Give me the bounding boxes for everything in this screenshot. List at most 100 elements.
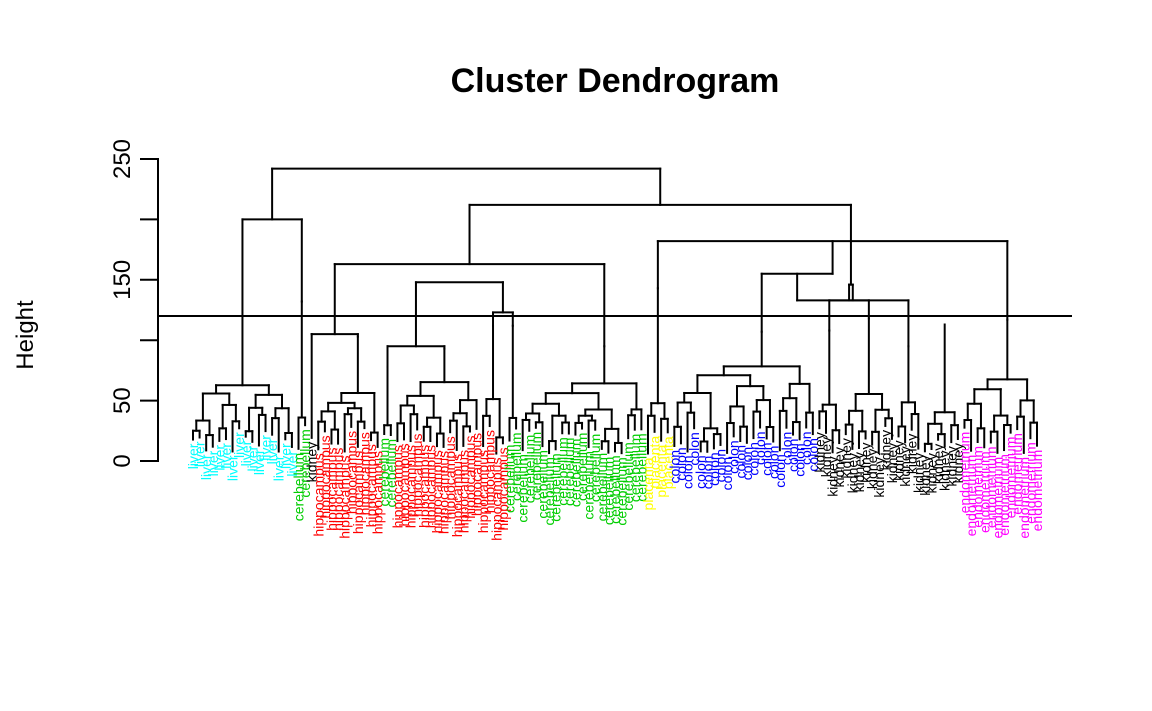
leaf-label: endometrium [1022, 442, 1038, 524]
leaf-label: hippocampus [323, 448, 339, 531]
leaf-label: hippocampus [416, 445, 432, 528]
leaf-label: cerebellum [561, 438, 577, 506]
leaf-label: colon [686, 432, 702, 465]
leaf-label: kidney [825, 456, 841, 496]
leaf-label: endometrium [996, 454, 1012, 536]
leaf-label: colon [778, 432, 794, 465]
leaf-label: colon [798, 431, 814, 464]
leaf-label: placenta [660, 436, 676, 489]
y-axis: 0 50 150 250 [109, 139, 159, 468]
leaf-label: colon [699, 456, 715, 489]
leaf-label: colon [693, 455, 709, 488]
leaf-label: cerebellum [383, 439, 399, 507]
leaf-label: hippocampus [343, 431, 359, 514]
leaf-label: cerebellum [600, 457, 616, 525]
leaf-label: colon [765, 446, 781, 479]
leaf-label: cerebellum [541, 457, 557, 525]
leaf-label: cerebellum [515, 454, 531, 522]
leaf-label: hippocampus [442, 436, 458, 519]
leaf-label: colon [739, 447, 755, 480]
leaf-label: cerebellum [614, 457, 630, 525]
leaf-label: cerebellum [502, 445, 518, 513]
leaf-label: liver [218, 443, 234, 469]
leaf-label: kidney [851, 452, 867, 492]
leaf-label: colon [719, 457, 735, 490]
leaf-label: hippocampus [363, 444, 379, 527]
leaf-label: hippocampus [455, 450, 471, 533]
leaf-label: endometrium [1009, 433, 1025, 515]
leaf-label: cerebellum [620, 442, 636, 510]
leaf-label: hippocampus [337, 455, 353, 538]
leaf-label: colon [713, 449, 729, 482]
leaf-label: kidney [858, 442, 874, 482]
leaf-label: liver [258, 435, 274, 461]
y-tick-label: 50 [109, 387, 136, 414]
y-axis-label: Height [12, 300, 39, 370]
leaf-label: colon [726, 440, 742, 473]
leaf-label: hippocampus [462, 436, 478, 519]
leaf-label: liver [277, 443, 293, 469]
leaf-label: placenta [640, 457, 656, 510]
y-tick-label: 0 [109, 454, 136, 467]
leaf-label: kidney [831, 447, 847, 487]
leaf-label: hippocampus [310, 453, 326, 536]
leaf-label: hippocampus [475, 450, 491, 533]
leaf-label: kidney [904, 434, 920, 474]
leaf-label: hippocampus [469, 433, 485, 516]
leaf-label: placenta [647, 436, 663, 489]
leaf-label: colon [745, 442, 761, 475]
leaf-label: liver [231, 432, 247, 458]
leaf-label: liver [198, 454, 214, 480]
leaf-label: hippocampus [396, 443, 412, 526]
leaf-label: cerebellum [567, 439, 583, 507]
dendrogram-tree [192, 167, 1038, 455]
leaf-label: hippocampus [449, 454, 465, 537]
leaf-label: liver [284, 451, 300, 477]
leaf-label: colon [792, 443, 808, 476]
leaf-label: colon [732, 445, 748, 478]
leaf-label: hippocampus [389, 445, 405, 528]
leaf-label: cerebellum [376, 438, 392, 506]
leaf-label: liver [271, 455, 287, 481]
leaf-label: endometrium [963, 455, 979, 537]
leaf-label: kidney [838, 438, 854, 478]
leaf-label: colon [673, 447, 689, 480]
leaf-label: cerebellum [633, 433, 649, 501]
leaf-label: colon [666, 450, 682, 483]
leaf-label: kidney [950, 443, 966, 483]
leaf-label: hippocampus [482, 430, 498, 513]
leaf-label: cerebellum [594, 453, 610, 521]
leaf-label: kidney [864, 449, 880, 489]
leaf-label: kidney [917, 455, 933, 495]
leaf-label: hippocampus [436, 451, 452, 534]
leaf-label: cerebellum [548, 453, 564, 521]
leaf-label: colon [759, 442, 775, 475]
leaf-label: endometrium [976, 451, 992, 533]
leaf-label: colon [752, 431, 768, 464]
leaf-label: colon [706, 452, 722, 485]
leaf-label: kidney [924, 453, 940, 493]
leaf-label: cerebellum [521, 435, 537, 503]
leaf-label: kidney [910, 453, 926, 493]
leaf-label: colon [680, 456, 696, 489]
leaf-label: hippocampus [488, 458, 504, 541]
leaf-label: endometrium [989, 457, 1005, 539]
leaf-label: liver [264, 438, 280, 464]
leaf-label: hippocampus [370, 451, 386, 534]
leaf-label: hippocampus [495, 447, 511, 530]
leaf-label: hippocampus [409, 433, 425, 516]
leaf-label: hippocampus [330, 448, 346, 531]
leaf-label: hippocampus [422, 445, 438, 528]
leaf-label: endometrium [1003, 437, 1019, 519]
chart-title: Cluster Dendrogram [451, 62, 780, 100]
y-tick-label: 250 [109, 139, 136, 179]
leaf-label: kidney [897, 446, 913, 486]
leaf-label: kidney [877, 430, 893, 470]
leaf-label: cerebellum [627, 434, 643, 502]
leaf-label: colon [772, 454, 788, 487]
leaf-label: cerebellum [587, 434, 603, 502]
leaf-label: kidney [304, 442, 320, 482]
leaf-label: cerebellum [528, 432, 544, 500]
